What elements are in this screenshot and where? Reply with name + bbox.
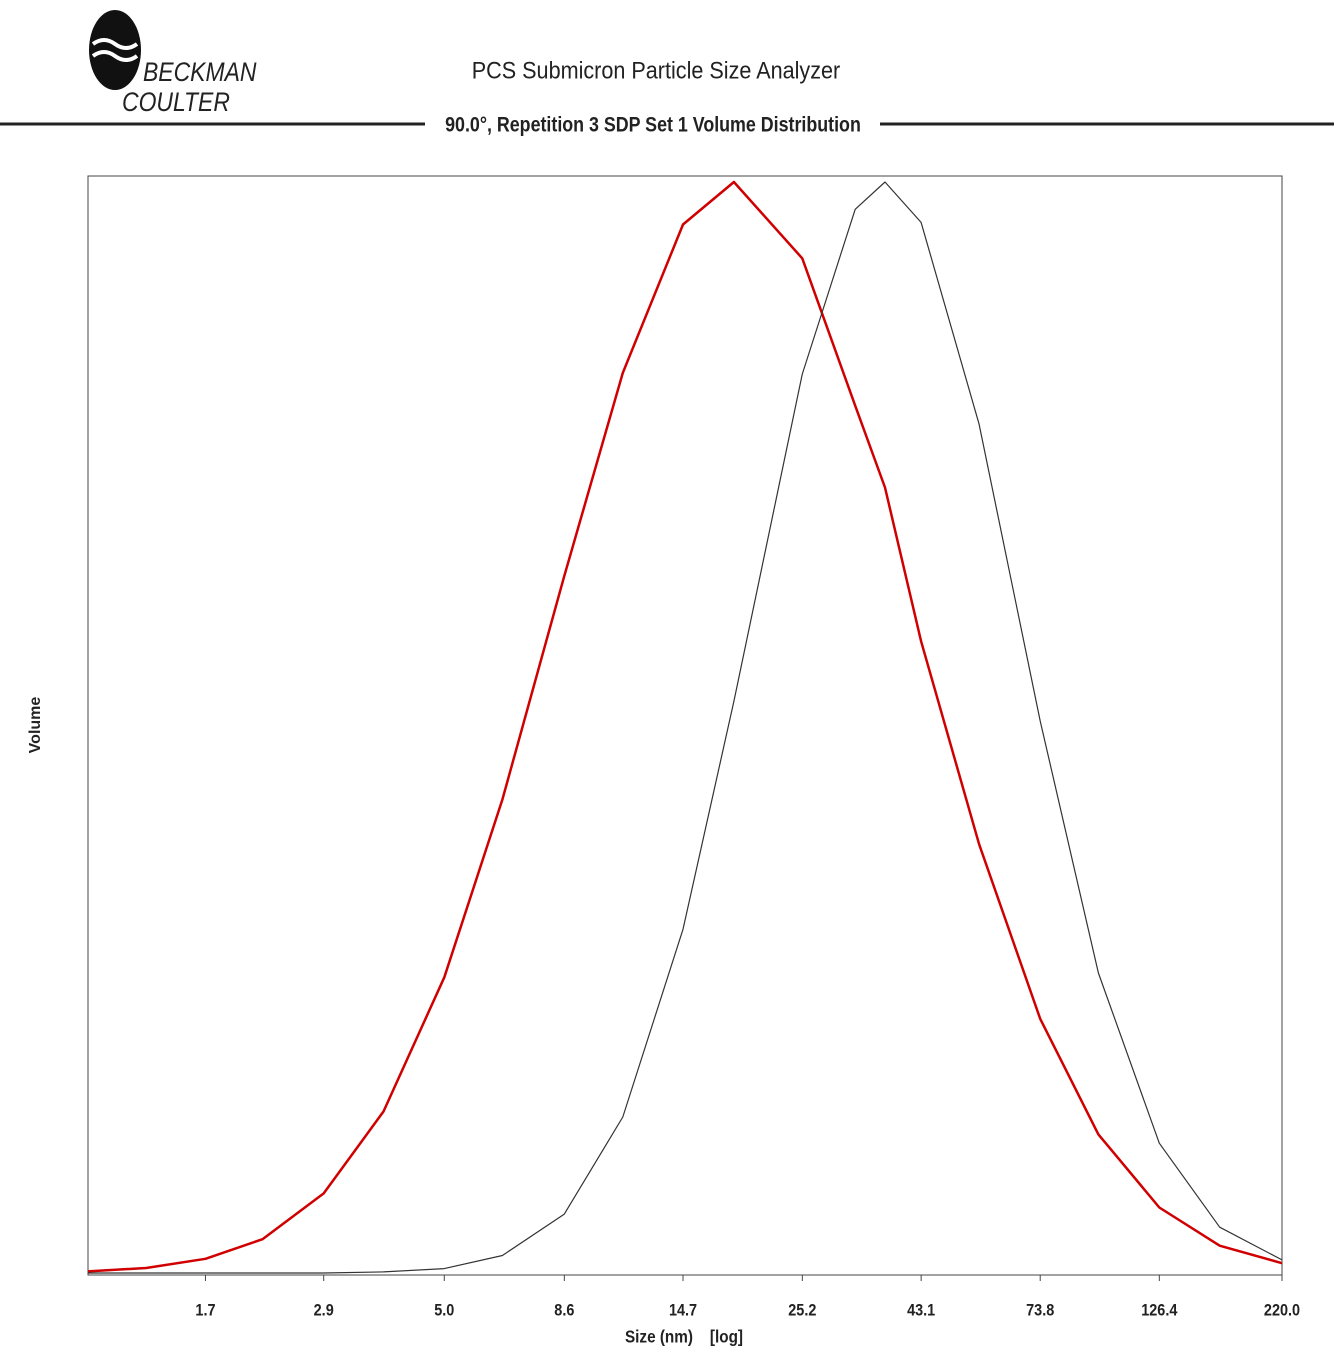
x-tick-label: 25.2	[788, 1301, 816, 1319]
x-tick-label: 5.0	[434, 1301, 454, 1319]
series-line	[88, 181, 1283, 1274]
logo-mark	[89, 10, 141, 90]
x-tick-label: 73.8	[1026, 1301, 1054, 1319]
x-tick-label: 8.6	[554, 1301, 574, 1319]
logo-text: COULTER	[122, 87, 230, 117]
x-tick-label: 1.7	[195, 1301, 215, 1319]
x-tick-label: 126.4	[1141, 1301, 1177, 1319]
x-axis-label: Size (nm) [log]	[625, 1327, 743, 1347]
y-axis-label: Volume	[27, 697, 44, 754]
chart-subtitle: 90.0°, Repetition 3 SDP Set 1 Volume Dis…	[445, 113, 861, 137]
plot-frame	[87, 175, 1283, 1276]
logo-text: BECKMAN	[143, 57, 257, 87]
logo-wave	[91, 38, 139, 62]
subtitle-bg	[425, 112, 880, 138]
x-tick-label: 220.0	[1264, 1301, 1300, 1319]
x-tick-label: 14.7	[669, 1301, 697, 1319]
series-line	[87, 180, 1283, 1273]
x-tick-label: 2.9	[314, 1301, 334, 1319]
x-tick-label: 43.1	[907, 1301, 935, 1319]
logo: BECKMAN COULTER	[89, 10, 257, 118]
chart-title: PCS Submicron Particle Size Analyzer	[472, 56, 841, 83]
